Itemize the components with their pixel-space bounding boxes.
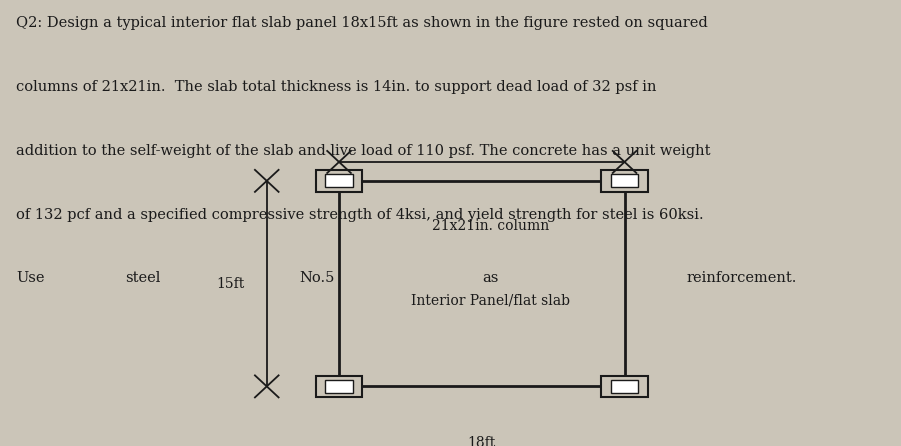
Bar xyxy=(339,181,624,386)
Bar xyxy=(611,174,639,187)
Bar xyxy=(325,174,353,187)
Text: 15ft: 15ft xyxy=(216,277,244,291)
Bar xyxy=(316,376,362,397)
Text: Interior Panel/flat slab: Interior Panel/flat slab xyxy=(411,293,569,307)
Text: Q2: Design a typical interior flat slab panel 18x15ft as shown in the figure res: Q2: Design a typical interior flat slab … xyxy=(16,17,708,30)
Bar xyxy=(601,170,648,191)
Text: columns of 21x21in.  The slab total thickness is 14in. to support dead load of 3: columns of 21x21in. The slab total thick… xyxy=(16,80,657,94)
Bar xyxy=(316,170,362,191)
Bar xyxy=(601,376,648,397)
Text: steel: steel xyxy=(125,271,160,285)
Text: Use: Use xyxy=(16,271,44,285)
Text: reinforcement.: reinforcement. xyxy=(687,271,797,285)
Text: of 132 pcf and a specified compressive strength of 4ksi, and yield strength for : of 132 pcf and a specified compressive s… xyxy=(16,207,704,222)
Text: No.5: No.5 xyxy=(299,271,334,285)
Text: as: as xyxy=(482,271,498,285)
Text: 18ft: 18ft xyxy=(468,436,496,446)
Bar xyxy=(611,380,639,393)
Text: 21x21in. column: 21x21in. column xyxy=(432,219,549,233)
Text: addition to the self-weight of the slab and live load of 110 psf. The concrete h: addition to the self-weight of the slab … xyxy=(16,144,711,158)
Bar xyxy=(325,380,353,393)
